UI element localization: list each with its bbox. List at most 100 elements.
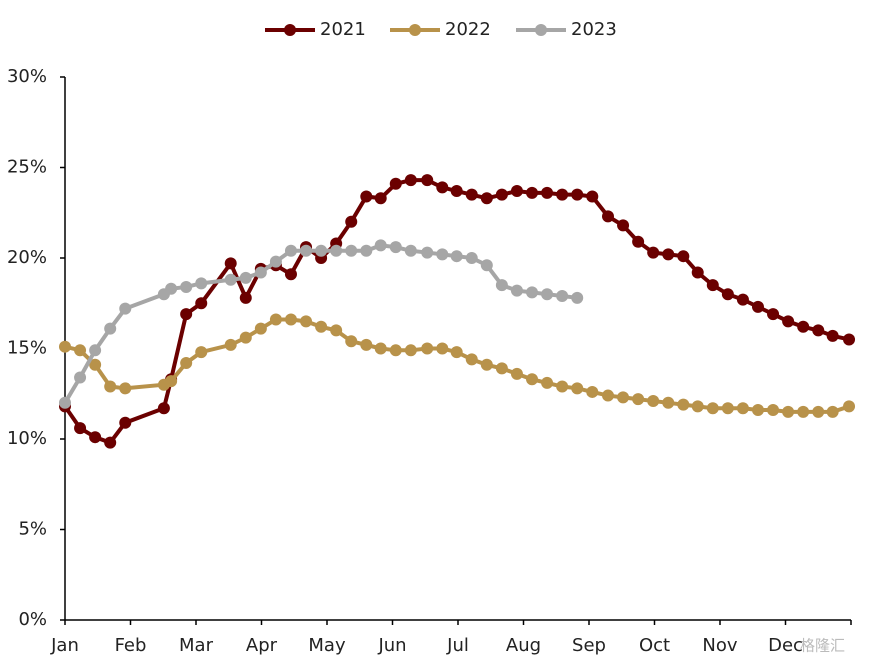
point: [180, 280, 193, 293]
point: [436, 181, 449, 194]
point: [601, 389, 614, 402]
point: [782, 405, 795, 418]
point: [677, 250, 690, 263]
point: [224, 338, 237, 351]
point: [224, 257, 237, 270]
point: [556, 290, 569, 303]
point: [345, 335, 358, 348]
point: [345, 215, 358, 228]
point: [556, 188, 569, 201]
point: [826, 329, 839, 342]
point: [374, 239, 387, 252]
point: [389, 241, 402, 254]
point: [284, 313, 297, 326]
point: [586, 190, 599, 203]
point: [374, 192, 387, 205]
point: [89, 431, 102, 444]
point: [180, 308, 193, 321]
point: [330, 244, 343, 257]
point: [269, 313, 282, 326]
point: [360, 190, 373, 203]
point: [843, 333, 856, 346]
legend-label: 2022: [445, 19, 491, 40]
point: [812, 324, 825, 337]
point: [632, 235, 645, 248]
point: [495, 279, 508, 292]
point: [404, 174, 417, 187]
point: [647, 394, 660, 407]
point: [510, 367, 523, 380]
point: [284, 268, 297, 281]
legend-marker: [535, 24, 547, 36]
point: [480, 358, 493, 371]
point: [450, 250, 463, 263]
x-tick-label: Nov: [702, 635, 737, 656]
point: [436, 342, 449, 355]
point: [195, 297, 208, 310]
point: [782, 315, 795, 328]
point: [74, 344, 87, 357]
point: [677, 398, 690, 411]
point: [812, 405, 825, 418]
x-tick-label: Mar: [179, 635, 214, 656]
point: [404, 244, 417, 257]
y-tick-label: 10%: [7, 428, 47, 449]
point: [239, 331, 252, 344]
point: [617, 219, 630, 232]
point: [617, 391, 630, 404]
point: [157, 402, 170, 415]
point: [254, 322, 267, 335]
point: [89, 358, 102, 371]
point: [571, 382, 584, 395]
point: [480, 259, 493, 272]
point: [510, 284, 523, 297]
x-tick-label: Jan: [50, 635, 79, 656]
point: [586, 385, 599, 398]
point: [526, 186, 539, 199]
point: [119, 382, 132, 395]
point: [797, 320, 810, 333]
point: [647, 246, 660, 259]
point: [404, 344, 417, 357]
point: [239, 291, 252, 304]
point: [691, 266, 704, 279]
y-tick-label: 0%: [18, 609, 47, 630]
point: [495, 362, 508, 375]
y-tick-label: 30%: [7, 66, 47, 87]
y-tick-label: 15%: [7, 338, 47, 359]
point: [767, 404, 780, 417]
point: [450, 185, 463, 198]
point: [59, 396, 71, 409]
x-tick-label: Oct: [639, 635, 670, 656]
point: [421, 174, 434, 187]
point: [254, 266, 267, 279]
point: [571, 291, 584, 304]
point: [751, 300, 764, 313]
point: [195, 346, 208, 359]
point: [571, 188, 584, 201]
point: [300, 315, 313, 328]
point: [721, 402, 734, 415]
watermark: 格隆汇: [800, 637, 845, 655]
point: [59, 340, 71, 353]
point: [843, 400, 856, 413]
point: [389, 344, 402, 357]
y-tick-label: 25%: [7, 157, 47, 178]
point: [706, 279, 719, 292]
point: [104, 322, 117, 335]
x-tick-label: Feb: [115, 635, 147, 656]
point: [195, 277, 208, 290]
point: [104, 436, 117, 449]
point: [601, 210, 614, 223]
point: [526, 286, 539, 299]
point: [360, 244, 373, 257]
point: [119, 416, 132, 429]
point: [74, 371, 87, 384]
legend-label: 2023: [571, 19, 617, 40]
point: [751, 404, 764, 417]
point: [721, 288, 734, 301]
point: [421, 246, 434, 259]
x-tick-label: Jul: [446, 635, 469, 656]
point: [180, 356, 193, 369]
